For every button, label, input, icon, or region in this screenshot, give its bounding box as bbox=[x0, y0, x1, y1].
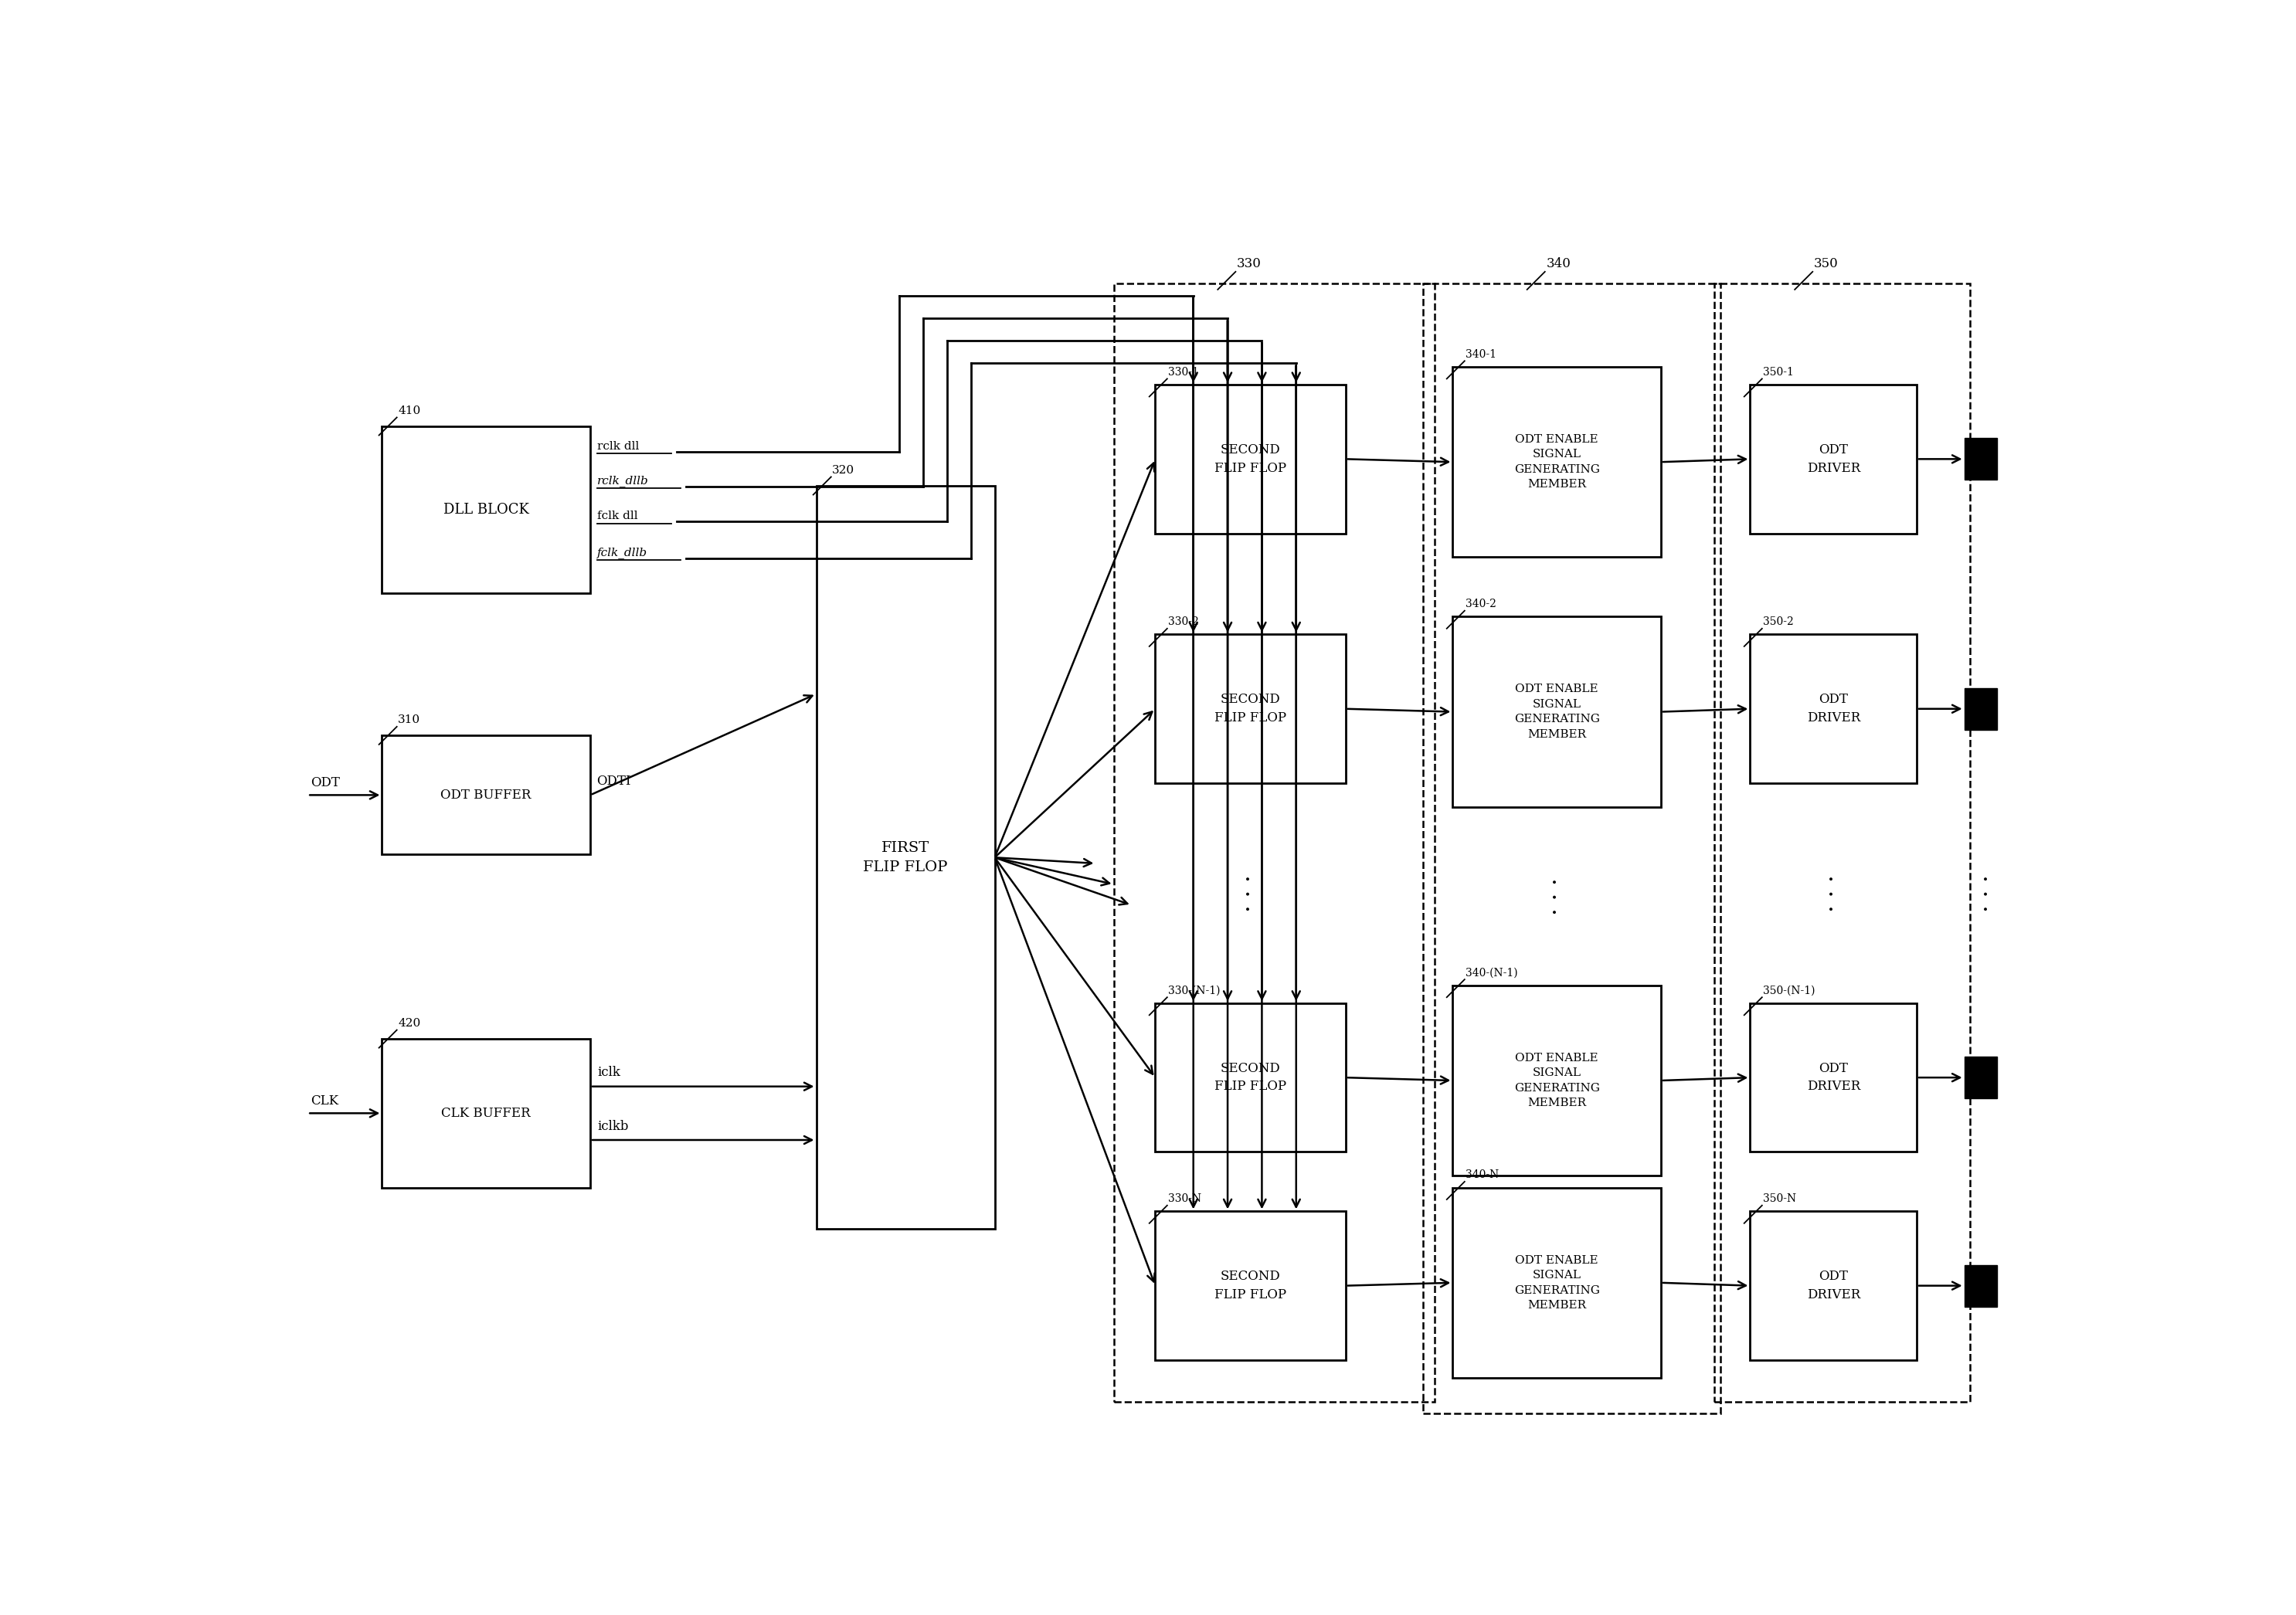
Text: rclk dll: rclk dll bbox=[597, 441, 638, 452]
Text: ODT
DRIVER: ODT DRIVER bbox=[1807, 444, 1860, 475]
Text: 340: 340 bbox=[1545, 257, 1570, 271]
Text: 320: 320 bbox=[831, 465, 854, 476]
Text: ODT ENABLE
SIGNAL
GENERATING
MEMBER: ODT ENABLE SIGNAL GENERATING MEMBER bbox=[1513, 1255, 1600, 1311]
Text: ODT: ODT bbox=[310, 775, 340, 790]
Text: ODT
DRIVER: ODT DRIVER bbox=[1807, 1269, 1860, 1302]
Text: ODT ENABLE
SIGNAL
GENERATING
MEMBER: ODT ENABLE SIGNAL GENERATING MEMBER bbox=[1513, 683, 1600, 740]
Text: FIRST
FLIP FLOP: FIRST FLIP FLOP bbox=[863, 841, 948, 874]
Text: ODT
DRIVER: ODT DRIVER bbox=[1807, 693, 1860, 725]
Bar bbox=[1453, 367, 1660, 557]
Text: · · ·: · · · bbox=[1545, 877, 1568, 916]
Bar bbox=[1424, 284, 1720, 1413]
Text: 330-2: 330-2 bbox=[1169, 617, 1199, 627]
Text: SECOND
FLIP FLOP: SECOND FLIP FLOP bbox=[1215, 1269, 1286, 1302]
Bar bbox=[1453, 1187, 1660, 1378]
Text: 330-1: 330-1 bbox=[1169, 367, 1199, 378]
Text: ODT ENABLE
SIGNAL
GENERATING
MEMBER: ODT ENABLE SIGNAL GENERATING MEMBER bbox=[1513, 434, 1600, 489]
Text: DLL BLOCK: DLL BLOCK bbox=[443, 502, 528, 517]
Bar bbox=[381, 735, 590, 854]
Text: CLK: CLK bbox=[310, 1093, 338, 1108]
Text: 330-(N-1): 330-(N-1) bbox=[1169, 985, 1221, 996]
Text: iclk: iclk bbox=[597, 1066, 620, 1079]
Text: fclk_dllb: fclk_dllb bbox=[597, 546, 647, 559]
Text: ODT ENABLE
SIGNAL
GENERATING
MEMBER: ODT ENABLE SIGNAL GENERATING MEMBER bbox=[1513, 1053, 1600, 1108]
Bar bbox=[1750, 635, 1917, 783]
Text: 420: 420 bbox=[397, 1017, 420, 1029]
Bar bbox=[381, 426, 590, 593]
Bar bbox=[1155, 1211, 1345, 1360]
Bar bbox=[1965, 438, 1998, 480]
Bar bbox=[1453, 617, 1660, 808]
Text: 350: 350 bbox=[1814, 257, 1839, 271]
Bar bbox=[1965, 1056, 1998, 1098]
Bar bbox=[1750, 1003, 1917, 1151]
Text: 310: 310 bbox=[397, 715, 420, 725]
Text: 330-N: 330-N bbox=[1169, 1193, 1201, 1205]
Text: 350-2: 350-2 bbox=[1763, 617, 1793, 627]
Text: fclk dll: fclk dll bbox=[597, 510, 638, 522]
Text: ODT BUFFER: ODT BUFFER bbox=[441, 788, 530, 801]
Text: 330: 330 bbox=[1238, 257, 1261, 271]
Text: SECOND
FLIP FLOP: SECOND FLIP FLOP bbox=[1215, 1063, 1286, 1093]
Text: SECOND
FLIP FLOP: SECOND FLIP FLOP bbox=[1215, 444, 1286, 475]
Text: 340-1: 340-1 bbox=[1465, 349, 1497, 360]
Text: CLK BUFFER: CLK BUFFER bbox=[441, 1106, 530, 1119]
Text: 340-2: 340-2 bbox=[1465, 599, 1497, 609]
Bar bbox=[1715, 284, 1970, 1402]
Text: rclk_dllb: rclk_dllb bbox=[597, 475, 650, 486]
Text: 350-(N-1): 350-(N-1) bbox=[1763, 985, 1816, 996]
Bar bbox=[381, 1038, 590, 1187]
Text: 350-N: 350-N bbox=[1763, 1193, 1795, 1205]
Text: 340-(N-1): 340-(N-1) bbox=[1465, 967, 1518, 979]
Text: 340-N: 340-N bbox=[1465, 1169, 1499, 1181]
Bar bbox=[1155, 635, 1345, 783]
Bar bbox=[1750, 384, 1917, 533]
Text: SECOND
FLIP FLOP: SECOND FLIP FLOP bbox=[1215, 693, 1286, 725]
Bar bbox=[1965, 688, 1998, 730]
Text: iclkb: iclkb bbox=[597, 1119, 629, 1132]
Bar bbox=[1155, 384, 1345, 533]
Bar bbox=[1750, 1211, 1917, 1360]
Bar bbox=[1453, 985, 1660, 1176]
Bar bbox=[1155, 1003, 1345, 1151]
Bar bbox=[815, 486, 994, 1229]
Text: · · ·: · · · bbox=[1821, 874, 1846, 912]
Bar bbox=[1965, 1265, 1998, 1307]
Text: 410: 410 bbox=[397, 405, 420, 417]
Bar bbox=[1114, 284, 1435, 1402]
Text: · · ·: · · · bbox=[1977, 874, 2000, 912]
Text: 350-1: 350-1 bbox=[1763, 367, 1793, 378]
Text: ODT
DRIVER: ODT DRIVER bbox=[1807, 1063, 1860, 1093]
Text: · · ·: · · · bbox=[1238, 874, 1263, 912]
Text: ODTI: ODTI bbox=[597, 775, 631, 788]
